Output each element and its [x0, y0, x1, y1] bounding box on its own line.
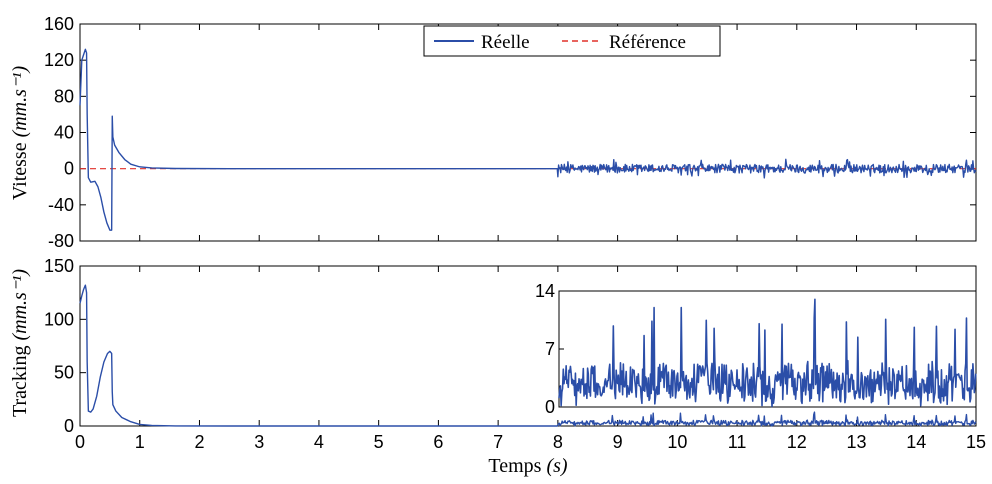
inset-tracking-line	[558, 298, 977, 408]
tracking-xtick-label: 5	[374, 432, 384, 452]
tracking-xtick-label: 10	[667, 432, 687, 452]
legend: Réelle Référence	[423, 25, 721, 57]
tracking-xtick-label: 2	[194, 432, 204, 452]
time-xlabel: Temps (s)	[488, 455, 567, 477]
tracking-xtick-label: 8	[553, 432, 563, 452]
tracking-xtick-label: 6	[433, 432, 443, 452]
tracking-inset-panel: 14 7 0	[535, 281, 977, 417]
vitesse-ytick-label: 40	[54, 123, 74, 143]
tracking-ylabel: Tracking (mm.s⁻¹)	[9, 269, 31, 417]
legend-label-reelle: Réelle	[481, 32, 530, 53]
tracking-ytick-label: 50	[54, 363, 74, 383]
tracking-xtick-label: 0	[75, 432, 85, 452]
inset-ytick-label: 7	[545, 339, 555, 359]
tracking-xtick-label: 3	[254, 432, 264, 452]
vitesse-ytick-label: 0	[64, 159, 74, 179]
tracking-ytick-label: 150	[44, 256, 74, 276]
series-tracking-line	[79, 284, 977, 427]
inset-ytick-label: 0	[545, 397, 555, 417]
legend-label-reference: Référence	[609, 32, 686, 53]
tracking-xtick-label: 4	[314, 432, 324, 452]
tracking-xtick-label: 13	[847, 432, 867, 452]
tracking-xtick-label: 1	[135, 432, 145, 452]
tracking-xtick-label: 7	[493, 432, 503, 452]
tracking-xtick-label: 11	[728, 432, 747, 452]
tracking-ytick-label: 0	[64, 416, 74, 436]
vitesse-panel: 160 120 80 40 0 -40 -80	[44, 14, 977, 251]
vitesse-ytick-label: -40	[48, 195, 74, 215]
vitesse-axes-frame	[79, 23, 977, 242]
vitesse-ytick-label: 80	[54, 86, 74, 106]
series-reelle-line	[79, 48, 977, 231]
tracking-ytick-label: 100	[44, 309, 74, 329]
vitesse-ytick-label: 120	[44, 50, 74, 70]
tracking-xtick-label: 15	[966, 432, 986, 452]
vitesse-ylabel: Vitesse (mm.s⁻¹)	[9, 66, 31, 201]
vitesse-ytick-label: 160	[44, 14, 74, 34]
tracking-xtick-label: 12	[787, 432, 807, 452]
inset-ytick-label: 14	[535, 281, 555, 301]
tracking-xtick-label: 14	[906, 432, 926, 452]
tracking-xtick-label: 9	[613, 432, 623, 452]
vitesse-ytick-label: -80	[48, 231, 74, 251]
